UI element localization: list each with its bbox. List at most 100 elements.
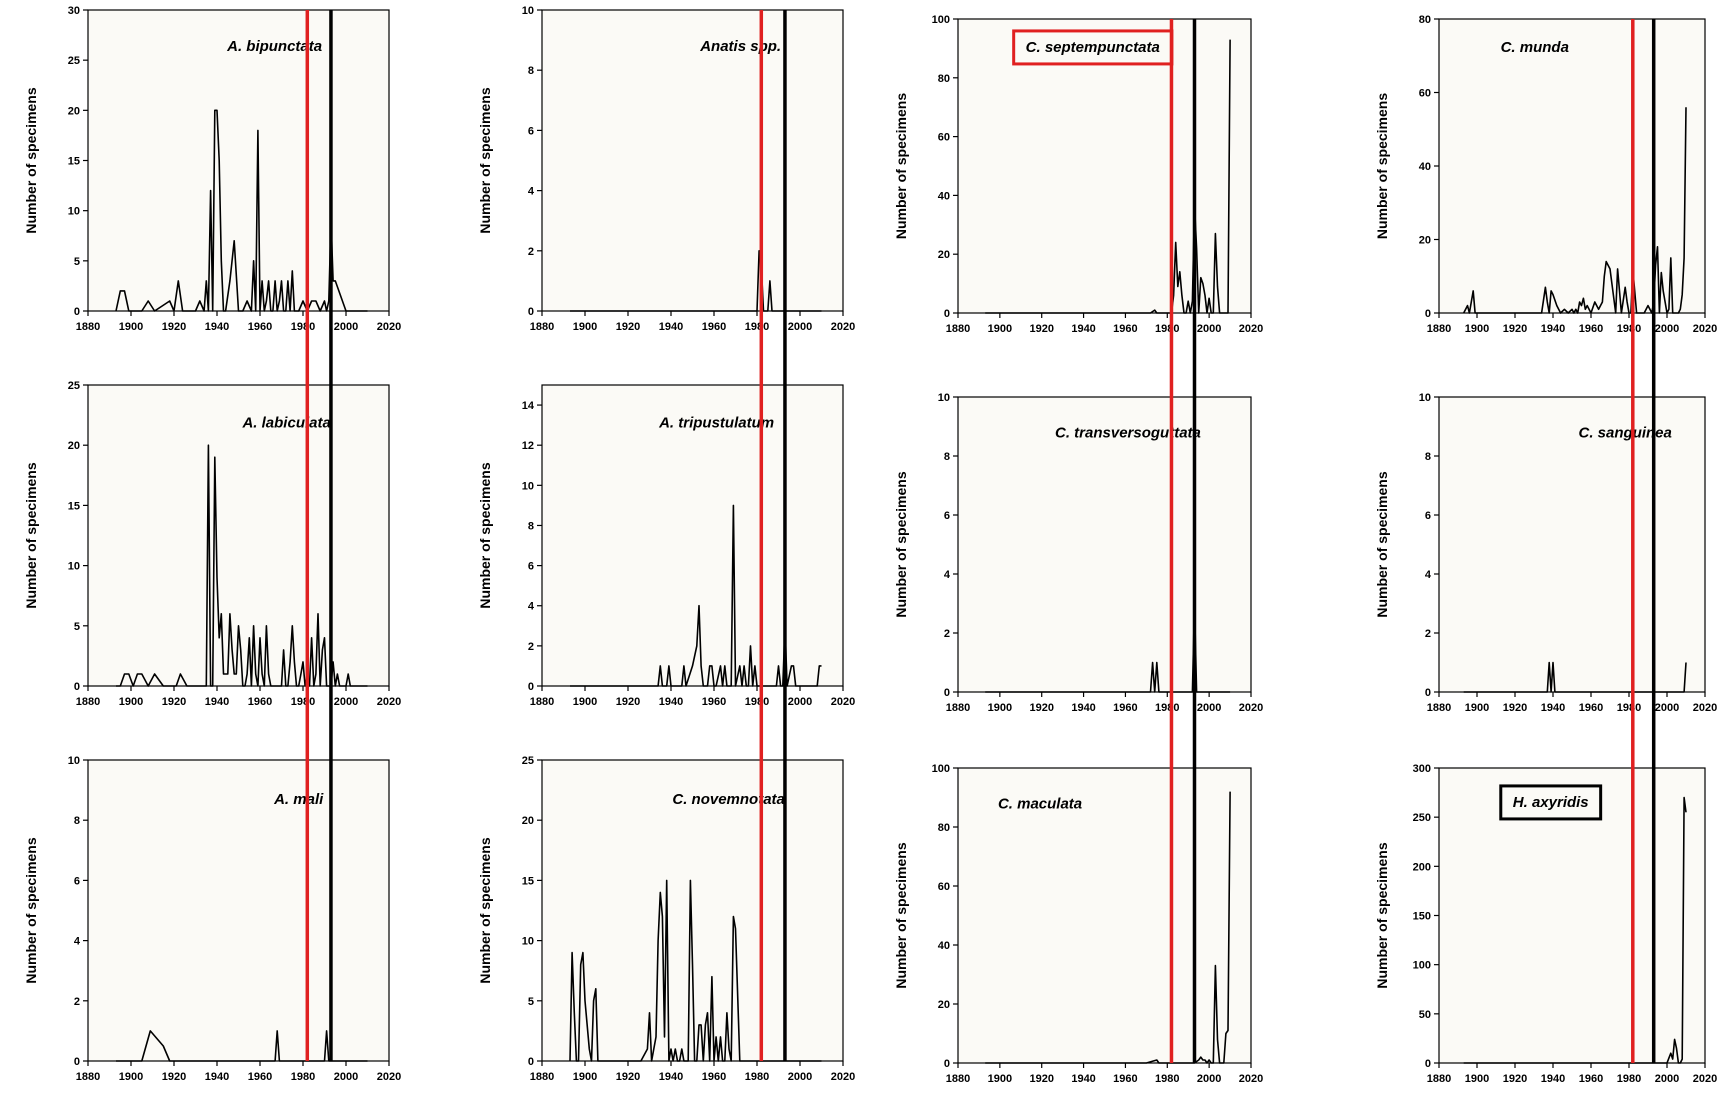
chart-panel: 0 20 40 60 80 100 1880 1900 1920 1940 1960 1980 2000… bbox=[893, 763, 1263, 1085]
x-tick-label: 2000 bbox=[334, 1071, 358, 1083]
x-tick-label: 1880 bbox=[530, 321, 554, 333]
y-tick-label: 2 bbox=[74, 996, 80, 1008]
x-tick-label: 1880 bbox=[76, 1071, 100, 1083]
x-tick-label: 1940 bbox=[659, 696, 683, 708]
x-tick-label: 1940 bbox=[205, 696, 229, 708]
series-line bbox=[985, 602, 1231, 693]
plot-area bbox=[87, 9, 390, 312]
chart-panel: 0 20 40 60 80 100 1880 1900 1920 1940 1960 1980 2000… bbox=[893, 14, 1263, 335]
y-tick-label: 0 bbox=[528, 306, 534, 318]
x-tick-label: 1960 bbox=[702, 696, 726, 708]
y-axis-label: Number of specimens bbox=[477, 837, 493, 983]
x-tick-label: 1880 bbox=[1427, 1073, 1451, 1085]
x-tick-label: 2000 bbox=[1655, 1073, 1679, 1085]
chart-title: A. labiculata bbox=[241, 415, 330, 432]
chart-panel: 0 5 10 15 20 25 1880 1900 1920 1940 1960 1980 2000 20… bbox=[477, 755, 855, 1083]
series-line bbox=[1462, 107, 1687, 314]
x-tick-label: 1920 bbox=[1029, 702, 1053, 714]
y-tick-label: 0 bbox=[74, 306, 80, 318]
y-tick-label: 10 bbox=[522, 5, 534, 17]
y-tick-label: 5 bbox=[528, 996, 534, 1008]
x-tick-label: 1900 bbox=[988, 323, 1012, 335]
y-tick-label: 15 bbox=[522, 875, 534, 887]
y-tick-label: 25 bbox=[522, 755, 534, 767]
x-tick-label: 2020 bbox=[1693, 1073, 1717, 1085]
x-tick-label: 1900 bbox=[988, 1073, 1012, 1085]
y-tick-label: 2 bbox=[528, 641, 534, 653]
y-axis-label: Number of specimens bbox=[1374, 93, 1390, 239]
x-tick-label: 2020 bbox=[1693, 323, 1717, 335]
y-tick-label: 40 bbox=[938, 190, 950, 202]
y-axis-label: Number of specimens bbox=[893, 93, 909, 239]
x-tick-label: 1920 bbox=[162, 1071, 186, 1083]
x-tick-label: 2020 bbox=[377, 321, 401, 333]
y-tick-label: 8 bbox=[944, 451, 950, 463]
y-tick-label: 50 bbox=[1419, 1009, 1431, 1021]
x-tick-label: 1900 bbox=[988, 702, 1012, 714]
x-tick-label: 1940 bbox=[1541, 323, 1565, 335]
y-axis-label: Number of specimens bbox=[893, 471, 909, 617]
y-tick-label: 8 bbox=[528, 520, 534, 532]
x-tick-label: 1960 bbox=[248, 321, 272, 333]
x-tick-label: 2020 bbox=[1239, 323, 1263, 335]
x-tick-label: 1960 bbox=[1113, 323, 1137, 335]
chart-title: A. mali bbox=[273, 791, 324, 808]
x-tick-label: 1920 bbox=[162, 696, 186, 708]
series-line bbox=[116, 444, 368, 687]
y-tick-label: 25 bbox=[68, 55, 80, 67]
y-tick-label: 6 bbox=[944, 510, 950, 522]
x-tick-label: 1900 bbox=[1465, 1073, 1489, 1085]
x-tick-label: 1900 bbox=[1465, 702, 1489, 714]
x-tick-label: 1880 bbox=[530, 1071, 554, 1083]
x-tick-label: 1980 bbox=[291, 1071, 315, 1083]
x-tick-label: 1880 bbox=[946, 702, 970, 714]
y-tick-label: 15 bbox=[68, 500, 80, 512]
y-tick-label: 6 bbox=[528, 561, 534, 573]
y-axis-label: Number of specimens bbox=[23, 837, 39, 983]
y-tick-label: 80 bbox=[938, 73, 950, 85]
y-tick-label: 0 bbox=[944, 1058, 950, 1070]
y-axis-label: Number of specimens bbox=[477, 87, 493, 233]
y-tick-label: 25 bbox=[68, 380, 80, 392]
x-tick-label: 2020 bbox=[831, 1071, 855, 1083]
y-tick-label: 10 bbox=[938, 392, 950, 404]
plot-area bbox=[1438, 396, 1706, 693]
plot-area bbox=[1438, 767, 1706, 1064]
x-tick-label: 2000 bbox=[1197, 1073, 1221, 1085]
x-tick-label: 1980 bbox=[1617, 702, 1641, 714]
y-tick-label: 20 bbox=[68, 105, 80, 117]
x-tick-label: 1940 bbox=[1071, 323, 1095, 335]
x-tick-label: 1960 bbox=[248, 696, 272, 708]
x-tick-label: 1960 bbox=[1579, 702, 1603, 714]
x-tick-label: 1960 bbox=[1579, 323, 1603, 335]
chart-panel: 0 20 40 60 80 1880 1900 1920 1940 1960 1980 2000 202… bbox=[1374, 14, 1717, 335]
x-tick-label: 1920 bbox=[616, 696, 640, 708]
y-tick-label: 10 bbox=[1419, 392, 1431, 404]
x-tick-label: 2000 bbox=[334, 321, 358, 333]
y-tick-label: 6 bbox=[528, 125, 534, 137]
x-tick-label: 1920 bbox=[1503, 702, 1527, 714]
x-tick-label: 1980 bbox=[745, 321, 769, 333]
y-tick-label: 60 bbox=[1419, 88, 1431, 100]
y-tick-label: 10 bbox=[522, 480, 534, 492]
y-tick-label: 60 bbox=[938, 132, 950, 144]
x-tick-label: 1900 bbox=[573, 1071, 597, 1083]
y-tick-label: 10 bbox=[68, 561, 80, 573]
x-tick-label: 1920 bbox=[162, 321, 186, 333]
plot-area bbox=[957, 396, 1252, 693]
series-line bbox=[985, 791, 1231, 1064]
chart-title: H. axyridis bbox=[1513, 794, 1589, 811]
y-tick-label: 20 bbox=[522, 815, 534, 827]
y-tick-label: 150 bbox=[1413, 911, 1431, 923]
x-tick-label: 1880 bbox=[76, 696, 100, 708]
y-axis-label: Number of specimens bbox=[23, 87, 39, 233]
chart-panel: 0 50 100 150 200 250 300 1880 1900 1920 1940 1960 19… bbox=[1374, 763, 1717, 1085]
y-tick-label: 2 bbox=[1425, 628, 1431, 640]
y-tick-label: 2 bbox=[944, 628, 950, 640]
x-tick-label: 2020 bbox=[831, 321, 855, 333]
chart-panel: 0 2 4 6 8 10 1880 1900 1920 1940 1960 1980 2000 2020 N… bbox=[893, 392, 1263, 714]
y-tick-label: 4 bbox=[528, 186, 535, 198]
y-tick-label: 300 bbox=[1413, 763, 1431, 775]
x-tick-label: 1980 bbox=[1617, 323, 1641, 335]
y-tick-label: 8 bbox=[528, 65, 534, 77]
